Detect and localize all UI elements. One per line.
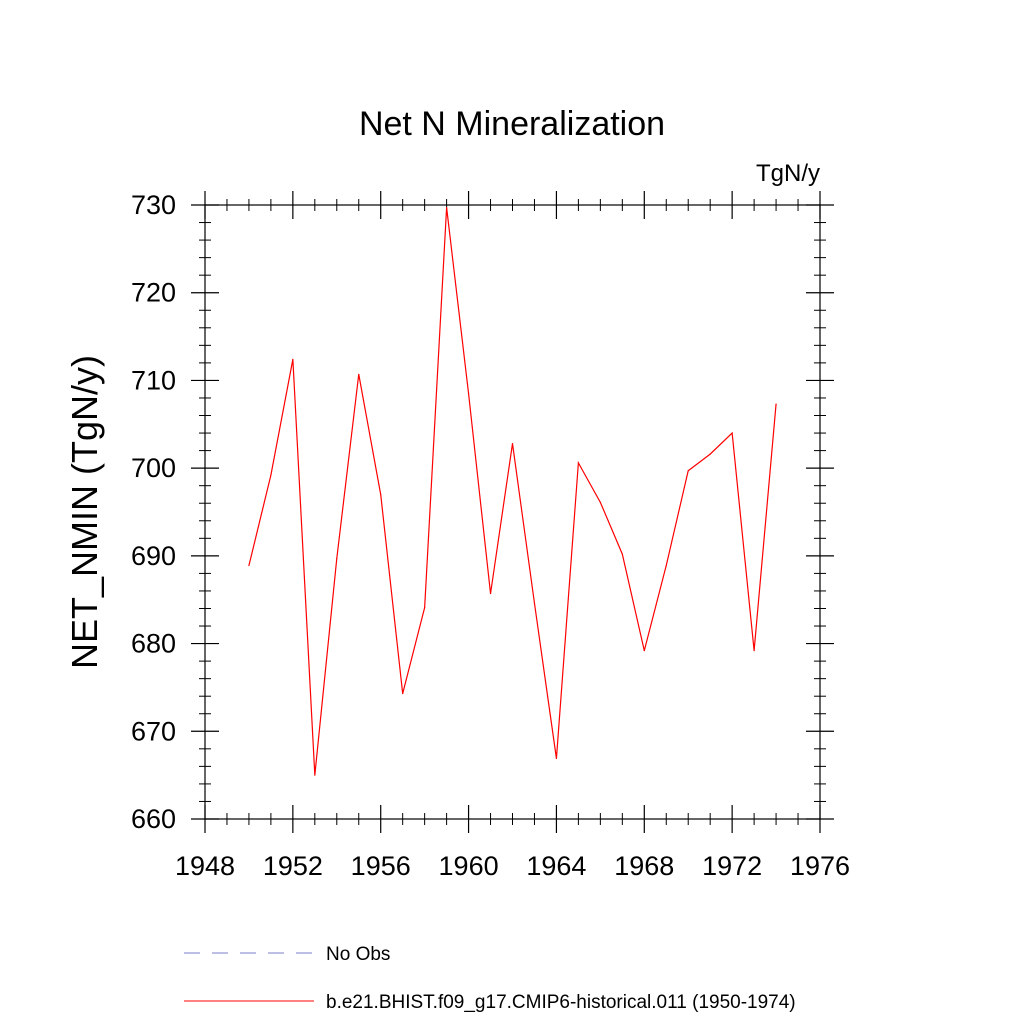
data-point: [424, 607, 426, 609]
y-tick-label: 730: [131, 190, 176, 220]
y-tick-label: 710: [131, 365, 176, 395]
x-tick-label: 1976: [790, 851, 850, 881]
x-tick-label: 1968: [614, 851, 674, 881]
units-label: TgN/y: [756, 160, 820, 187]
legend-label: b.e21.BHIST.f09_g17.CMIP6-historical.011…: [326, 992, 796, 1013]
series-layer: [248, 207, 777, 776]
data-point: [380, 493, 382, 496]
data-point: [511, 442, 514, 445]
data-point: [643, 649, 645, 652]
data-point: [753, 649, 755, 652]
minor-ticks: [199, 199, 826, 825]
chart-title: Net N Mineralization: [359, 105, 665, 143]
data-point: [621, 553, 623, 555]
data-point: [292, 358, 294, 360]
major-ticks: [191, 191, 834, 833]
series-line-1: [248, 207, 777, 776]
data-point: [577, 462, 579, 464]
data-point: [775, 403, 777, 405]
x-tick-label: 1956: [351, 851, 411, 881]
y-tick-label: 690: [131, 541, 176, 571]
data-point: [336, 557, 338, 560]
y-tick-label: 670: [131, 716, 176, 746]
data-point: [599, 501, 601, 503]
plot-frame: [204, 204, 821, 820]
legend: No Obs b.e21.BHIST.f09_g17.CMIP6-historic…: [184, 944, 796, 1013]
y-tick-label: 720: [131, 278, 176, 308]
data-point: [533, 602, 536, 604]
data-point: [687, 470, 689, 472]
data-point: [731, 432, 733, 434]
tick-labels: 1948 1952 1956 1960 1964 1968 1972 1976 660 670 68…: [131, 190, 850, 881]
data-point: [489, 592, 492, 595]
data-point: [555, 757, 558, 760]
y-tick-label: 700: [131, 453, 176, 483]
x-tick-label: 1952: [263, 851, 323, 881]
data-point: [665, 564, 667, 567]
legend-label: No Obs: [326, 944, 390, 965]
y-tick-label: 660: [131, 804, 176, 834]
data-point: [709, 453, 711, 455]
data-point: [446, 207, 448, 209]
data-point: [467, 392, 470, 395]
data-point: [358, 373, 360, 375]
data-point: [402, 692, 404, 695]
data-point: [248, 564, 250, 567]
y-axis-label: NET_NMIN (TgN/y): [64, 355, 105, 669]
data-point: [270, 474, 272, 476]
data-point: [314, 774, 316, 776]
x-tick-label: 1948: [175, 851, 235, 881]
x-tick-label: 1964: [526, 851, 586, 881]
x-tick-label: 1960: [439, 851, 499, 881]
x-tick-label: 1972: [702, 851, 762, 881]
y-tick-label: 680: [131, 629, 176, 659]
